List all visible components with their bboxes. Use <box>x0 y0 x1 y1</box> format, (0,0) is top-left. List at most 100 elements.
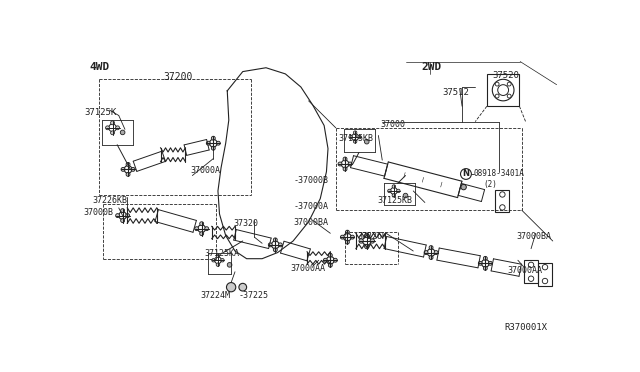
Circle shape <box>508 94 511 98</box>
Circle shape <box>429 246 433 250</box>
Circle shape <box>495 82 499 86</box>
Circle shape <box>200 222 204 226</box>
Text: 37200: 37200 <box>164 73 193 82</box>
Circle shape <box>346 240 349 244</box>
Circle shape <box>353 131 357 134</box>
Circle shape <box>359 239 364 243</box>
Circle shape <box>227 263 232 267</box>
Circle shape <box>120 130 125 135</box>
Circle shape <box>364 140 369 144</box>
Circle shape <box>434 251 438 254</box>
Circle shape <box>370 239 374 243</box>
Circle shape <box>542 264 548 270</box>
Text: 37320: 37320 <box>234 219 259 228</box>
Circle shape <box>392 194 396 197</box>
Circle shape <box>328 253 332 257</box>
Circle shape <box>488 262 492 265</box>
Text: 37000B: 37000B <box>84 208 114 217</box>
Circle shape <box>216 263 220 266</box>
Text: 37520: 37520 <box>492 71 519 80</box>
Circle shape <box>212 259 215 262</box>
Text: 37000A: 37000A <box>191 166 221 175</box>
Circle shape <box>200 232 204 235</box>
Circle shape <box>206 141 210 145</box>
Bar <box>524 260 538 283</box>
Circle shape <box>343 157 347 161</box>
Circle shape <box>365 244 369 249</box>
Circle shape <box>211 136 215 140</box>
Circle shape <box>392 185 396 188</box>
Circle shape <box>483 256 487 260</box>
Text: -37000A: -37000A <box>293 202 328 212</box>
Circle shape <box>221 259 224 262</box>
Circle shape <box>461 185 467 190</box>
Circle shape <box>348 162 352 166</box>
Circle shape <box>106 126 109 130</box>
Circle shape <box>500 192 505 197</box>
Circle shape <box>429 256 433 260</box>
Circle shape <box>346 230 349 234</box>
Circle shape <box>195 227 198 231</box>
Circle shape <box>126 173 130 176</box>
Circle shape <box>495 94 499 98</box>
Text: 37000: 37000 <box>381 120 406 129</box>
Circle shape <box>126 163 130 166</box>
Circle shape <box>343 167 347 171</box>
Bar <box>538 263 552 286</box>
Circle shape <box>542 278 548 284</box>
Bar <box>495 190 509 212</box>
Text: 37125KB: 37125KB <box>378 196 413 205</box>
Circle shape <box>121 167 125 171</box>
Text: 2WD: 2WD <box>421 62 441 71</box>
Circle shape <box>121 209 125 212</box>
Circle shape <box>278 243 282 247</box>
Circle shape <box>338 162 342 166</box>
Circle shape <box>483 266 487 270</box>
Circle shape <box>211 146 215 150</box>
Bar <box>487 74 520 106</box>
Circle shape <box>508 82 511 86</box>
Circle shape <box>424 251 428 254</box>
Circle shape <box>500 205 505 210</box>
Circle shape <box>239 283 246 291</box>
Circle shape <box>351 235 355 239</box>
Circle shape <box>273 238 277 242</box>
Circle shape <box>478 262 483 265</box>
Text: 37125KA: 37125KA <box>204 249 239 258</box>
Circle shape <box>397 189 400 193</box>
Circle shape <box>131 167 135 171</box>
Text: R370001X: R370001X <box>505 323 548 332</box>
Text: (2): (2) <box>483 180 497 189</box>
Text: 37125KB: 37125KB <box>338 134 373 143</box>
Text: 37000BA: 37000BA <box>293 218 328 227</box>
Circle shape <box>205 227 209 231</box>
Circle shape <box>328 263 332 267</box>
Text: 08918-3401A: 08918-3401A <box>474 169 525 179</box>
Circle shape <box>365 233 369 238</box>
Circle shape <box>111 131 115 135</box>
Circle shape <box>273 248 277 252</box>
Text: 37000AA: 37000AA <box>508 266 543 275</box>
Circle shape <box>333 258 337 262</box>
Circle shape <box>340 235 344 239</box>
Text: 37125K: 37125K <box>84 108 116 117</box>
Circle shape <box>227 283 236 292</box>
Circle shape <box>111 121 115 125</box>
Text: 37224M: 37224M <box>200 291 230 300</box>
Circle shape <box>216 141 220 145</box>
Circle shape <box>268 243 272 247</box>
Text: 37000BA: 37000BA <box>516 232 551 241</box>
Text: 4WD: 4WD <box>90 62 109 71</box>
Circle shape <box>353 140 357 143</box>
Circle shape <box>529 276 534 281</box>
Circle shape <box>403 193 408 198</box>
Text: 37226KB: 37226KB <box>92 196 127 205</box>
Circle shape <box>388 189 391 193</box>
Circle shape <box>116 214 120 218</box>
Text: -37000B: -37000B <box>293 176 328 185</box>
Text: 37226K: 37226K <box>358 232 387 241</box>
Circle shape <box>358 135 362 139</box>
Circle shape <box>216 254 220 257</box>
Circle shape <box>125 214 130 218</box>
Text: N: N <box>463 170 470 179</box>
